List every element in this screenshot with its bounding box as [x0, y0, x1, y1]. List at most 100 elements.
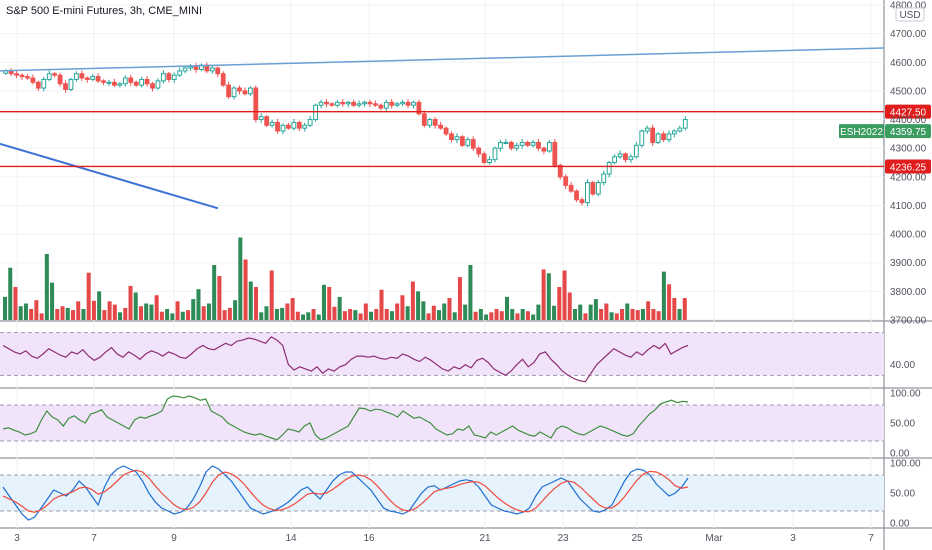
- x-tick-label: Mar: [705, 533, 723, 544]
- volume-bar: [363, 303, 368, 320]
- candle-body: [655, 133, 661, 143]
- candle-body: [117, 83, 123, 86]
- stochastic-line-1: [2, 465, 689, 521]
- volume-bar: [233, 300, 238, 320]
- volume-bar: [457, 277, 462, 320]
- candle-body: [563, 176, 569, 186]
- volume-bar: [112, 304, 117, 320]
- volume-bar: [625, 303, 630, 320]
- volume-bar: [196, 289, 201, 320]
- y-tick-label: 4000.00: [890, 230, 927, 241]
- currency-badge[interactable]: USD: [895, 7, 925, 22]
- volume-bar: [604, 303, 609, 320]
- candle-body: [166, 73, 172, 80]
- volume-bar: [34, 300, 39, 320]
- volume-bar: [301, 314, 306, 320]
- volume-bar: [243, 259, 248, 320]
- level-price-tag[interactable]: [885, 104, 931, 119]
- volume-bar: [494, 309, 499, 320]
- volume-bar: [222, 310, 227, 320]
- volume-bar: [348, 309, 353, 320]
- volume-bar: [259, 312, 264, 320]
- candle-body: [160, 73, 166, 82]
- candle-body: [318, 101, 324, 106]
- level-price-tag[interactable]: [885, 159, 931, 174]
- volume-bar: [536, 304, 541, 320]
- candle-body: [95, 76, 101, 82]
- volume-bar: [55, 309, 60, 320]
- volume-bar: [3, 296, 8, 320]
- volume-bar: [321, 284, 326, 320]
- candle-body: [606, 162, 612, 175]
- candle-body: [585, 182, 590, 204]
- candle-body: [427, 119, 433, 126]
- y-tick-label: 3900.00: [890, 258, 927, 269]
- candle-body: [57, 74, 63, 85]
- volume-bar: [452, 312, 457, 320]
- volume-bar: [13, 287, 18, 320]
- volume-bar: [484, 314, 489, 320]
- x-tick-label: 7: [91, 533, 97, 544]
- volume-bar: [212, 265, 217, 320]
- oscillator-tick-label: 100.00: [890, 389, 921, 400]
- volume-bar: [102, 310, 107, 320]
- candle-body: [612, 156, 618, 163]
- volume-bar: [531, 314, 536, 320]
- volume-bar: [599, 309, 604, 320]
- volume-bar: [285, 303, 290, 320]
- volume-bar: [630, 309, 635, 320]
- volume-bar: [656, 311, 661, 320]
- candle-body: [372, 103, 378, 106]
- last-price-label: 4359.75: [890, 127, 927, 138]
- volume-bar: [342, 311, 347, 320]
- x-tick-label: 3: [14, 533, 20, 544]
- volume-bar: [144, 303, 149, 320]
- last-price-tag[interactable]: [885, 124, 931, 139]
- candle-body: [541, 147, 547, 152]
- volume-bar: [149, 304, 154, 320]
- y-tick-label: 4600.00: [890, 58, 927, 69]
- candle-body: [291, 121, 297, 129]
- candle-body: [122, 77, 128, 85]
- chart-title: S&P 500 E-mini Futures, 3h, CME_MINI: [6, 5, 202, 17]
- volume-bar: [170, 313, 175, 320]
- candle-body: [177, 70, 183, 76]
- volume-bar: [620, 309, 625, 320]
- volume-bar: [290, 298, 295, 320]
- candle-body: [14, 73, 19, 76]
- candle-body: [313, 104, 319, 121]
- volume-bar: [269, 270, 274, 320]
- candle-body: [139, 78, 145, 86]
- volume-bar: [295, 311, 300, 320]
- volume-bar: [280, 307, 285, 320]
- symbol-tag[interactable]: [839, 124, 884, 139]
- candle-body: [275, 121, 280, 132]
- volume-bar: [306, 312, 311, 320]
- volume-bar: [133, 292, 138, 320]
- volume-bar: [593, 299, 598, 320]
- volume-bar: [588, 304, 593, 320]
- stochastic-tick-label: 100.00: [890, 459, 921, 470]
- volume-bar: [18, 306, 23, 320]
- oscillator-band: [0, 405, 884, 441]
- volume-bar: [274, 309, 279, 320]
- candle-body: [133, 81, 139, 86]
- volume-bar: [447, 298, 452, 320]
- candle-body: [231, 87, 237, 98]
- candle-body: [112, 81, 117, 86]
- candle-body: [155, 80, 161, 89]
- candle-body: [519, 141, 525, 146]
- candle-body: [443, 127, 449, 135]
- x-tick-label: 25: [631, 533, 643, 544]
- candle-body: [101, 80, 106, 83]
- candle-body: [432, 119, 438, 126]
- volume-bar: [311, 309, 316, 320]
- candle-body: [481, 153, 487, 163]
- candle-body: [25, 76, 30, 79]
- candle-body: [150, 83, 155, 89]
- candle-body: [568, 184, 574, 192]
- volume-bar: [572, 309, 577, 320]
- y-tick-label: 3700.00: [890, 316, 927, 327]
- volume-bar: [60, 306, 65, 320]
